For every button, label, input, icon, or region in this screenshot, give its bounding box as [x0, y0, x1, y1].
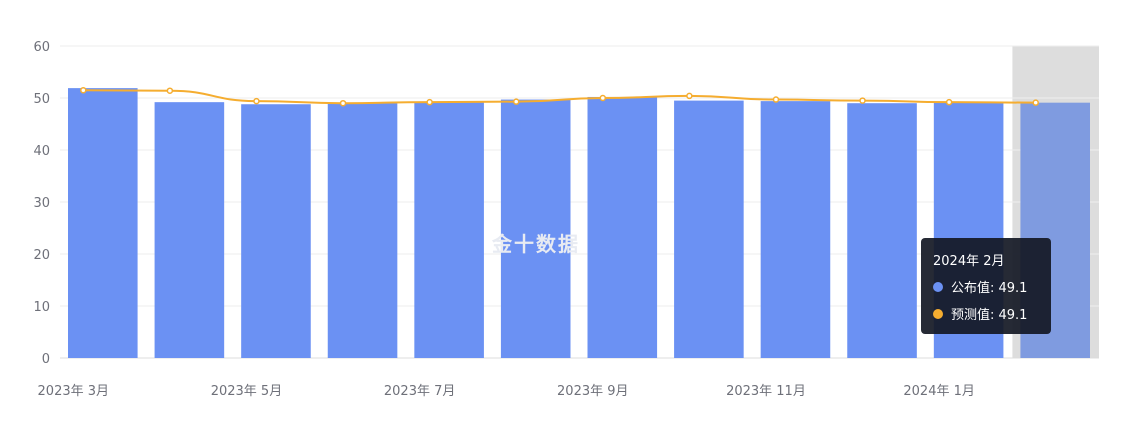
bar — [327, 103, 398, 358]
forecast-line — [83, 89, 1036, 105]
tooltip-row-forecast: 预测值: 49.1 — [933, 304, 1039, 323]
bar — [847, 103, 917, 358]
forecast-point — [339, 99, 347, 107]
y-tick-label: 50 — [33, 92, 50, 107]
bar — [414, 101, 484, 358]
forecast-point — [512, 98, 520, 105]
forecast-point — [80, 86, 87, 94]
x-tick-label: 2023年 11月 — [726, 384, 806, 399]
tooltip-row-actual: 公布值: 49.1 — [933, 277, 1039, 296]
y-tick-label: 0 — [42, 352, 50, 367]
x-tick-label: 2024年 1月 — [903, 384, 975, 399]
bar — [241, 104, 311, 359]
forecast-point — [772, 96, 780, 103]
forecast-dot-icon — [933, 308, 943, 319]
tooltip-actual: 公布值: 49.1 — [951, 281, 1028, 296]
bar — [674, 100, 744, 358]
actual-dot-icon — [933, 281, 943, 292]
forecast-point — [166, 87, 174, 94]
bar — [587, 96, 658, 359]
y-tick-label: 10 — [33, 300, 50, 315]
forecast-point — [859, 97, 866, 104]
x-tick-label: 2023年 9月 — [557, 384, 629, 399]
tooltip: 2024年 2月 公布值: 49.1 预测值: 49.1 — [921, 238, 1051, 334]
y-tick-label: 40 — [33, 144, 50, 159]
tooltip-title: 2024年 2月 — [933, 254, 1005, 269]
bar — [760, 101, 831, 359]
forecast-point — [599, 94, 607, 102]
y-tick-label: 20 — [33, 248, 50, 263]
forecast-point — [426, 98, 433, 106]
y-tick-label: 30 — [33, 196, 50, 211]
forecast-point — [686, 92, 693, 100]
x-tick-label: 2023年 5月 — [211, 384, 283, 399]
x-tick-label: 2023年 3月 — [38, 384, 110, 399]
tooltip-forecast: 预测值: 49.1 — [951, 308, 1028, 323]
forecast-point — [945, 98, 953, 106]
bar — [154, 102, 225, 358]
bar — [68, 88, 138, 359]
bar — [500, 99, 571, 358]
forecast-point — [1032, 99, 1039, 106]
watermark: 金十数据 — [492, 232, 580, 256]
forecast-point — [253, 97, 260, 105]
y-tick-label: 60 — [33, 40, 50, 55]
x-tick-label: 2023年 7月 — [384, 384, 456, 399]
